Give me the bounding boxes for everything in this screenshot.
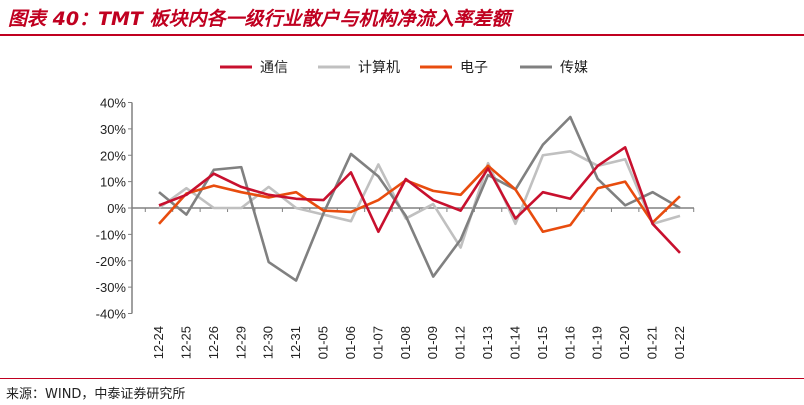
x-tick-label: 01-13 [480,326,495,359]
legend-label: 计算机 [358,59,400,75]
x-tick-label: 01-16 [562,326,577,359]
series-line-计算机 [158,149,681,249]
legend-label: 电子 [460,59,488,75]
x-tick-label: 01-22 [672,326,687,359]
x-tick-label: 01-12 [453,326,468,359]
chart-title: 图表 40：TMT 板块内各一级行业散户与机构净流入率差额 [8,8,511,30]
x-tick-label: 01-08 [398,326,413,359]
legend-label: 传媒 [560,59,588,75]
x-tick-label: 12-24 [151,326,166,359]
x-tick-label: 01-05 [316,326,331,359]
x-tick-label: 01-09 [425,326,440,359]
y-tick-label: -10% [96,227,127,242]
y-tick-label: 0% [107,201,126,216]
x-tick-label: 12-25 [178,326,193,359]
title-divider [0,34,804,36]
y-tick-label: 20% [100,148,126,163]
x-tick-label: 01-19 [590,326,605,359]
legend-label: 通信 [260,59,288,75]
x-tick-label: 12-31 [288,326,303,359]
y-tick-label: 30% [100,122,126,137]
x-tick-label: 12-30 [261,326,276,359]
x-tick-label: 01-20 [617,326,632,359]
y-tick-label: -20% [96,254,127,269]
y-tick-label: -40% [96,307,127,322]
y-tick-label: 10% [100,175,126,190]
x-tick-label: 12-26 [206,326,221,359]
x-tick-label: 12-29 [233,326,248,359]
source-divider [0,378,804,379]
x-tick-label: 01-15 [535,326,550,359]
series-line-通信 [158,146,681,254]
series-line-电子 [158,164,681,234]
y-tick-label: -30% [96,280,127,295]
series-line-传媒 [158,115,681,282]
y-tick-label: 40% [100,96,126,111]
x-tick-label: 01-07 [370,326,385,359]
x-tick-label: 01-06 [343,326,358,359]
x-tick-label: 01-14 [507,326,522,359]
x-tick-label: 01-21 [645,326,660,359]
source-note: 来源：WIND，中泰证券研究所 [6,387,186,402]
